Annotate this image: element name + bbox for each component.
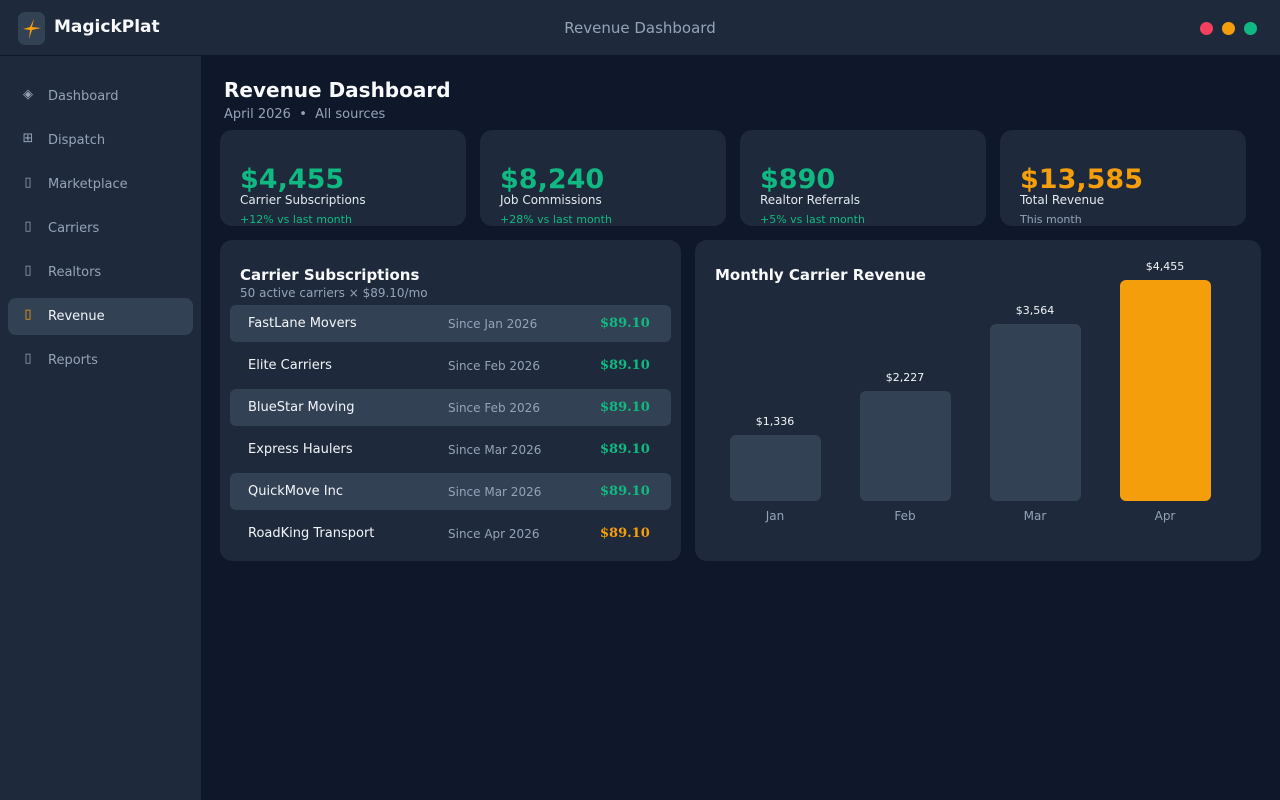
revenue-icon: ▯ bbox=[24, 307, 32, 322]
stat-label: Realtor Referrals bbox=[760, 193, 861, 207]
carrier-price: $89.10 bbox=[600, 526, 650, 541]
sidebar-item-label: Marketplace bbox=[48, 177, 128, 192]
sidebar-item-dashboard[interactable]: ◈ Dashboard bbox=[8, 78, 193, 115]
bar-value-label: $4,455 bbox=[1145, 260, 1185, 273]
subscription-row[interactable]: QuickMove Inc Since Mar 2026 $89.10 bbox=[230, 473, 671, 510]
carrier-since: Since Jan 2026 bbox=[448, 317, 538, 331]
carrier-price: $89.10 bbox=[600, 316, 650, 331]
stat-delta: +5% vs last month bbox=[760, 213, 865, 226]
bar-feb[interactable] bbox=[860, 391, 951, 501]
panel-subtitle: 50 active carriers × $89.10/mo bbox=[240, 286, 428, 300]
sidebar-item-reports[interactable]: ▯ Reports bbox=[8, 342, 193, 379]
bar-category-label: Apr bbox=[1154, 509, 1176, 523]
carrier-name: Elite Carriers bbox=[248, 358, 332, 373]
carrier-name: QuickMove Inc bbox=[248, 484, 343, 499]
stat-card: $13,585 Total Revenue This month bbox=[1000, 130, 1246, 226]
close-dot[interactable] bbox=[1200, 22, 1213, 35]
carrier-subscriptions-panel: Carrier Subscriptions 50 active carriers… bbox=[220, 240, 681, 561]
monthly-revenue-panel: Monthly Carrier Revenue $1,336 Jan $2,227 F… bbox=[695, 240, 1261, 561]
bar-mar[interactable] bbox=[990, 324, 1081, 501]
carrier-since: Since Apr 2026 bbox=[448, 527, 540, 541]
carrier-since: Since Mar 2026 bbox=[448, 443, 542, 457]
stat-value: $4,455 bbox=[240, 164, 345, 195]
subscription-row[interactable]: Elite Carriers Since Feb 2026 $89.10 bbox=[230, 347, 671, 384]
sidebar-item-label: Dashboard bbox=[48, 89, 119, 104]
bar-apr[interactable] bbox=[1120, 280, 1211, 501]
bar-value-label: $3,564 bbox=[1015, 304, 1055, 317]
subscription-row[interactable]: RoadKing Transport Since Apr 2026 $89.10 bbox=[230, 515, 671, 552]
sidebar-item-label: Carriers bbox=[48, 221, 100, 236]
reports-icon: ▯ bbox=[24, 351, 32, 366]
maximize-dot[interactable] bbox=[1244, 22, 1257, 35]
logo[interactable] bbox=[18, 12, 45, 45]
page-title: Revenue Dashboard bbox=[224, 78, 451, 102]
panel-title: Carrier Subscriptions bbox=[240, 266, 420, 284]
sidebar-item-label: Revenue bbox=[48, 309, 105, 324]
bar-category-label: Feb bbox=[894, 509, 916, 523]
stat-delta: +12% vs last month bbox=[240, 213, 352, 226]
bar-value-label: $2,227 bbox=[885, 371, 925, 384]
carrier-since: Since Feb 2026 bbox=[448, 401, 540, 415]
stat-value: $13,585 bbox=[1020, 164, 1143, 195]
stat-card: $8,240 Job Commissions +28% vs last month bbox=[480, 130, 726, 226]
carrier-price: $89.10 bbox=[600, 442, 650, 457]
page-subtitle: April 2026 • All sources bbox=[224, 107, 386, 122]
stat-card: $4,455 Carrier Subscriptions +12% vs last … bbox=[220, 130, 466, 226]
stat-delta: +28% vs last month bbox=[500, 213, 612, 226]
subscription-row[interactable]: BlueStar Moving Since Feb 2026 $89.10 bbox=[230, 389, 671, 426]
brand-name: MagickPlat bbox=[54, 17, 160, 37]
carrier-price: $89.10 bbox=[600, 358, 650, 373]
minimize-dot[interactable] bbox=[1222, 22, 1235, 35]
stat-delta: This month bbox=[1020, 213, 1082, 226]
subscription-row[interactable]: FastLane Movers Since Jan 2026 $89.10 bbox=[230, 305, 671, 342]
sidebar-item-label: Reports bbox=[48, 353, 98, 368]
sidebar-item-dispatch[interactable]: ⊞ Dispatch bbox=[8, 122, 193, 159]
bar-category-label: Mar bbox=[1023, 509, 1047, 523]
dispatch-icon: ⊞ bbox=[22, 131, 34, 146]
sidebar: ◈ Dashboard ⊞ Dispatch ▯ Marketplace ▯ Carriers… bbox=[0, 56, 201, 800]
carrier-price: $89.10 bbox=[600, 484, 650, 499]
sidebar-item-carriers[interactable]: ▯ Carriers bbox=[8, 210, 193, 247]
bar-jan[interactable] bbox=[730, 435, 821, 501]
sidebar-item-label: Realtors bbox=[48, 265, 102, 280]
marketplace-icon: ▯ bbox=[24, 175, 32, 190]
carrier-since: Since Mar 2026 bbox=[448, 485, 542, 499]
window-title: Revenue Dashboard bbox=[564, 19, 716, 37]
carrier-name: Express Haulers bbox=[248, 442, 353, 457]
sidebar-item-label: Dispatch bbox=[48, 133, 106, 148]
carrier-price: $89.10 bbox=[600, 400, 650, 415]
carrier-name: BlueStar Moving bbox=[248, 400, 355, 415]
carriers-icon: ▯ bbox=[24, 219, 32, 234]
sidebar-item-realtors[interactable]: ▯ Realtors bbox=[8, 254, 193, 291]
star-logo-icon bbox=[22, 18, 41, 39]
sidebar-item-marketplace[interactable]: ▯ Marketplace bbox=[8, 166, 193, 203]
stat-label: Job Commissions bbox=[500, 193, 602, 207]
stat-label: Carrier Subscriptions bbox=[240, 193, 366, 207]
carrier-name: RoadKing Transport bbox=[248, 526, 375, 541]
stat-value: $8,240 bbox=[500, 164, 605, 195]
chart-title: Monthly Carrier Revenue bbox=[715, 266, 926, 284]
dashboard-icon: ◈ bbox=[23, 87, 33, 102]
carrier-since: Since Feb 2026 bbox=[448, 359, 540, 373]
stat-card: $890 Realtor Referrals +5% vs last month bbox=[740, 130, 986, 226]
sidebar-item-revenue[interactable]: ▯ Revenue bbox=[8, 298, 193, 335]
top-bar: MagickPlat Revenue Dashboard bbox=[0, 0, 1280, 56]
realtors-icon: ▯ bbox=[24, 263, 32, 278]
stat-label: Total Revenue bbox=[1020, 193, 1105, 207]
carrier-name: FastLane Movers bbox=[248, 316, 357, 331]
bar-category-label: Jan bbox=[765, 509, 785, 523]
subscription-row[interactable]: Express Haulers Since Mar 2026 $89.10 bbox=[230, 431, 671, 468]
stat-value: $890 bbox=[760, 164, 836, 195]
bar-value-label: $1,336 bbox=[755, 415, 795, 428]
